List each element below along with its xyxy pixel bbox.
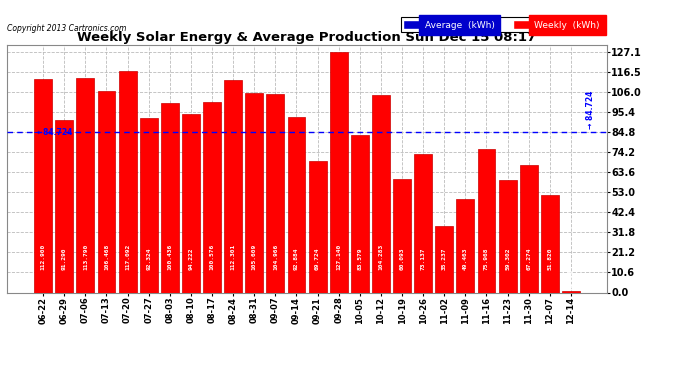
- Text: 104.966: 104.966: [273, 244, 278, 270]
- Bar: [308, 161, 326, 292]
- Text: 73.137: 73.137: [421, 248, 426, 270]
- Legend: Average  (kWh), Weekly  (kWh): Average (kWh), Weekly (kWh): [400, 17, 602, 32]
- Text: 83.579: 83.579: [357, 248, 362, 270]
- Bar: [119, 71, 137, 292]
- Bar: [456, 199, 474, 292]
- Text: 35.237: 35.237: [442, 248, 446, 270]
- Bar: [246, 93, 264, 292]
- Text: 100.436: 100.436: [168, 244, 172, 270]
- Text: 94.222: 94.222: [188, 248, 193, 270]
- Bar: [477, 149, 495, 292]
- Bar: [97, 92, 115, 292]
- Bar: [161, 103, 179, 292]
- Bar: [414, 154, 432, 292]
- Bar: [77, 78, 95, 292]
- Text: 112.900: 112.900: [41, 244, 46, 270]
- Bar: [393, 179, 411, 292]
- Bar: [435, 226, 453, 292]
- Bar: [288, 117, 306, 292]
- Bar: [266, 94, 284, 292]
- Text: 117.092: 117.092: [125, 244, 130, 270]
- Text: 75.968: 75.968: [484, 248, 489, 270]
- Bar: [34, 79, 52, 292]
- Text: 106.468: 106.468: [104, 244, 109, 270]
- Bar: [182, 114, 200, 292]
- Text: 127.140: 127.140: [336, 244, 342, 270]
- Text: 59.302: 59.302: [505, 248, 510, 270]
- Text: 112.301: 112.301: [230, 244, 236, 270]
- Text: 113.790: 113.790: [83, 244, 88, 270]
- Text: 100.576: 100.576: [210, 244, 215, 270]
- Bar: [224, 80, 242, 292]
- Bar: [562, 291, 580, 292]
- Title: Weekly Solar Energy & Average Production Sun Dec 15 08:17: Weekly Solar Energy & Average Production…: [77, 31, 537, 44]
- Text: 49.463: 49.463: [463, 248, 468, 270]
- Text: 51.820: 51.820: [547, 248, 552, 270]
- Bar: [372, 96, 390, 292]
- Text: 60.093: 60.093: [400, 248, 404, 270]
- Text: 67.274: 67.274: [526, 248, 531, 270]
- Bar: [203, 102, 221, 292]
- Text: 1.053: 1.053: [569, 269, 573, 288]
- Bar: [520, 165, 538, 292]
- Text: Copyright 2013 Cartronics.com: Copyright 2013 Cartronics.com: [7, 24, 126, 33]
- Text: 69.724: 69.724: [315, 248, 320, 270]
- Text: 92.324: 92.324: [146, 248, 151, 270]
- Text: → 84.724: → 84.724: [586, 90, 595, 129]
- Text: 92.884: 92.884: [294, 248, 299, 270]
- Bar: [541, 195, 559, 292]
- Text: 91.290: 91.290: [62, 248, 67, 270]
- Text: 104.283: 104.283: [378, 244, 384, 270]
- Bar: [140, 118, 158, 292]
- Text: 105.609: 105.609: [252, 244, 257, 270]
- Bar: [330, 52, 348, 292]
- Bar: [55, 120, 73, 292]
- Bar: [499, 180, 517, 292]
- Bar: [351, 135, 368, 292]
- Text: → 84.724: → 84.724: [34, 128, 72, 137]
